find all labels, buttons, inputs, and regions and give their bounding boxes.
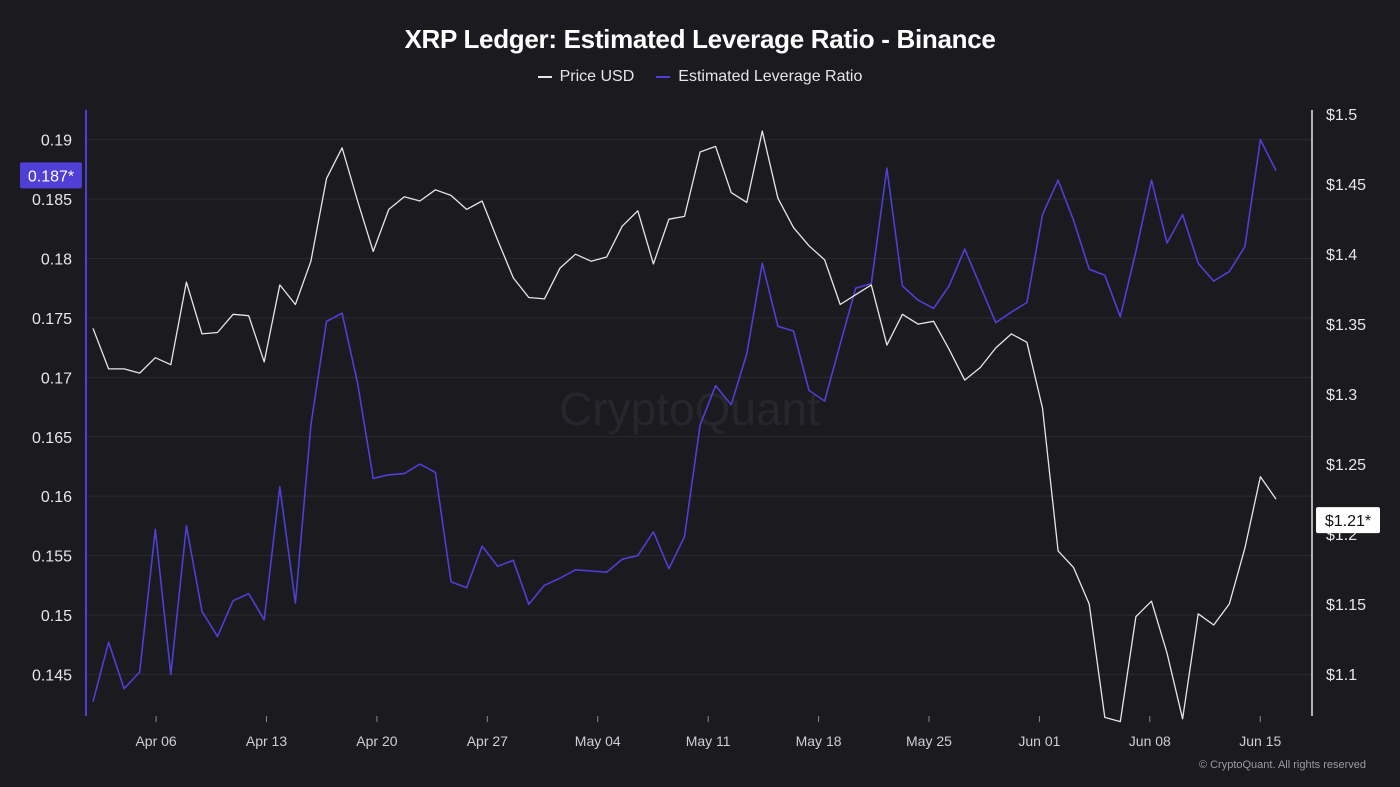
left-current-value-badge <box>20 162 82 189</box>
watermark: CryptoQuant <box>559 383 820 435</box>
x-tick-label-8: Jun 01 <box>1018 733 1060 749</box>
left-tick-label-8: 0.185 <box>32 192 72 209</box>
x-tick-label-5: May 11 <box>686 733 731 749</box>
x-tick-label-2: Apr 20 <box>356 733 397 749</box>
right-current-value-label: $1.21* <box>1325 513 1371 530</box>
left-tick-label-6: 0.175 <box>32 311 72 328</box>
right-tick-label-1: $1.15 <box>1326 597 1366 614</box>
legend-label-leverage: Estimated Leverage Ratio <box>678 68 863 85</box>
right-tick-label-0: $1.1 <box>1326 667 1357 684</box>
legend-swatch-price <box>537 76 552 78</box>
left-current-value-label: 0.187* <box>28 168 74 185</box>
right-current-value-badge <box>1316 507 1380 534</box>
left-tick-label-1: 0.15 <box>41 608 72 625</box>
right-tick-label-5: $1.35 <box>1326 317 1366 334</box>
x-tick-label-7: May 25 <box>906 733 952 749</box>
series-line-leverage[interactable] <box>92 138 1277 702</box>
copyright-footer: © CryptoQuant. All rights reserved <box>1198 759 1366 771</box>
left-tick-label-2: 0.155 <box>32 549 72 566</box>
right-tick-label-8: $1.5 <box>1326 107 1357 124</box>
legend-swatch-leverage <box>656 76 671 78</box>
left-tick-label-7: 0.18 <box>41 252 72 269</box>
x-tick-label-10: Jun 15 <box>1239 733 1281 749</box>
x-tick-label-6: May 18 <box>796 733 842 749</box>
chart-title: XRP Ledger: Estimated Leverage Ratio - B… <box>404 24 996 54</box>
legend-item-leverage[interactable]: Estimated Leverage Ratio <box>656 68 862 86</box>
right-tick-label-4: $1.3 <box>1326 387 1357 404</box>
left-tick-label-5: 0.17 <box>41 370 72 387</box>
right-tick-label-7: $1.45 <box>1326 177 1366 194</box>
right-tick-label-3: $1.25 <box>1326 457 1366 474</box>
x-tick-label-1: Apr 13 <box>246 733 287 749</box>
x-tick-label-4: May 04 <box>575 733 621 749</box>
chart-legend: Price USD Estimated Leverage Ratio <box>0 68 1400 86</box>
left-tick-label-4: 0.165 <box>32 430 72 447</box>
series-line-price[interactable] <box>92 130 1277 723</box>
left-tick-label-0: 0.145 <box>32 667 72 684</box>
left-tick-label-3: 0.16 <box>41 489 72 506</box>
left-tick-label-9: 0.19 <box>41 133 72 150</box>
x-tick-label-0: Apr 06 <box>135 733 176 749</box>
x-tick-label-3: Apr 27 <box>467 733 508 749</box>
legend-item-price[interactable]: Price USD <box>537 68 635 86</box>
right-tick-label-6: $1.4 <box>1326 247 1357 264</box>
x-tick-label-9: Jun 08 <box>1129 733 1171 749</box>
legend-label-price: Price USD <box>559 68 635 85</box>
